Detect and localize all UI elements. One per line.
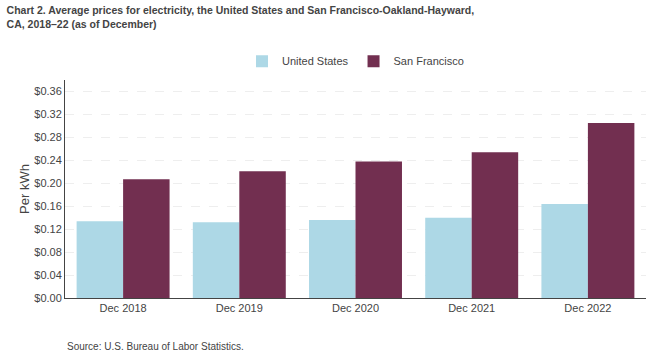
svg-text:$0.24: $0.24 [34,154,62,166]
svg-text:Dec 2021: Dec 2021 [448,302,495,314]
svg-text:$0.16: $0.16 [34,200,62,212]
svg-text:United States: United States [282,55,349,67]
svg-text:Per kWh: Per kWh [17,164,32,214]
svg-text:Source: U.S. Bureau of Labor S: Source: U.S. Bureau of Labor Statistics. [67,341,244,352]
svg-text:San Francisco: San Francisco [394,55,464,67]
svg-text:Dec 2019: Dec 2019 [216,302,263,314]
svg-text:Dec 2020: Dec 2020 [332,302,379,314]
svg-text:$0.20: $0.20 [34,177,62,189]
svg-text:$0.36: $0.36 [34,85,62,97]
svg-text:$0.32: $0.32 [34,108,62,120]
svg-text:$0.28: $0.28 [34,131,62,143]
svg-text:$0.12: $0.12 [34,223,62,235]
svg-text:$0.04: $0.04 [34,269,62,281]
svg-text:$0.00: $0.00 [34,292,62,304]
svg-text:$0.08: $0.08 [34,246,62,258]
svg-text:Dec 2018: Dec 2018 [100,302,147,314]
svg-text:Dec 2022: Dec 2022 [564,302,611,314]
svg-text:Chart 2. Average prices for el: Chart 2. Average prices for electricity,… [7,4,475,30]
